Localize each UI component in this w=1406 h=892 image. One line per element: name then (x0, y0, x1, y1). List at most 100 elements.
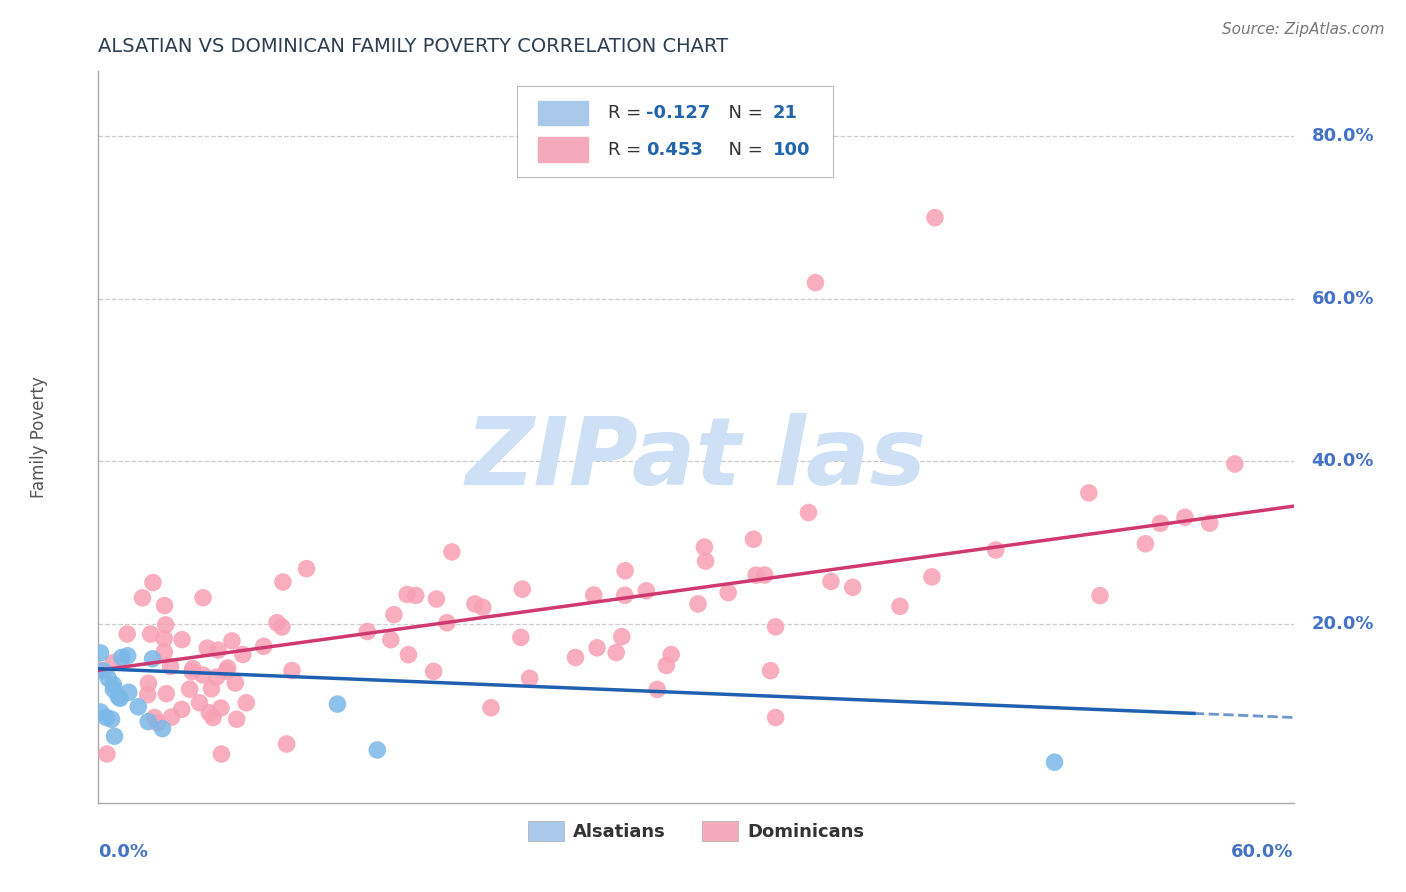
Point (509, 631, 531, 645)
Point (103, 678, 125, 692)
Point (1135, 537, 1157, 551)
Point (686, 597, 709, 611)
FancyBboxPatch shape (538, 137, 589, 162)
Point (765, 710, 787, 724)
Point (605, 646, 627, 660)
Point (146, 715, 169, 730)
Point (235, 696, 257, 710)
Point (170, 632, 193, 647)
Point (614, 564, 637, 578)
Point (1149, 516, 1171, 531)
Point (479, 700, 502, 714)
Point (159, 659, 181, 673)
Point (97, 672, 120, 686)
Point (209, 747, 232, 761)
Point (111, 650, 134, 665)
Point (396, 587, 419, 601)
Point (1223, 457, 1246, 471)
Text: 80.0%: 80.0% (1312, 128, 1374, 145)
Point (138, 676, 160, 690)
Point (564, 650, 586, 665)
Point (1043, 755, 1066, 769)
Legend: Alsatians, Dominicans: Alsatians, Dominicans (520, 814, 872, 848)
Point (131, 591, 153, 605)
Point (765, 620, 787, 634)
Point (96, 710, 118, 724)
Point (181, 665, 204, 679)
Point (205, 670, 228, 684)
Point (1077, 486, 1099, 500)
Point (224, 676, 246, 690)
Point (153, 632, 176, 646)
Point (610, 630, 633, 644)
Point (613, 588, 636, 602)
Point (181, 662, 204, 676)
Point (271, 620, 294, 634)
Point (405, 589, 427, 603)
Point (382, 607, 405, 622)
Point (153, 645, 176, 659)
Point (440, 545, 463, 559)
Point (232, 648, 254, 662)
Point (984, 543, 1007, 558)
Text: 0.0%: 0.0% (98, 843, 149, 861)
Point (276, 737, 298, 751)
Point (96, 747, 118, 761)
Point (142, 575, 165, 590)
FancyBboxPatch shape (517, 86, 834, 178)
Point (464, 597, 486, 611)
Point (889, 599, 911, 614)
Point (103, 729, 125, 743)
Point (295, 561, 318, 575)
Point (655, 658, 678, 673)
Text: N =: N = (717, 141, 769, 159)
Point (127, 699, 149, 714)
Point (108, 691, 131, 706)
Point (582, 588, 605, 602)
Text: Family Poverty: Family Poverty (30, 376, 48, 498)
Point (924, 211, 946, 225)
Text: 0.453: 0.453 (645, 141, 703, 159)
Point (586, 640, 609, 655)
Point (1088, 589, 1111, 603)
Point (170, 702, 193, 716)
Point (118, 685, 141, 699)
Point (820, 574, 842, 589)
Point (155, 618, 177, 632)
Point (191, 591, 214, 605)
Point (155, 687, 177, 701)
Point (841, 580, 863, 594)
Text: N =: N = (717, 104, 769, 122)
Point (436, 615, 458, 630)
Point (1174, 510, 1197, 524)
Point (100, 712, 122, 726)
Point (160, 710, 183, 724)
Point (356, 624, 378, 639)
Text: 60.0%: 60.0% (1232, 843, 1294, 861)
Point (742, 533, 765, 547)
Point (136, 688, 159, 702)
Point (117, 648, 139, 663)
Point (200, 681, 222, 696)
Point (207, 643, 229, 657)
Text: ALSATIAN VS DOMINICAN FAMILY POVERTY CORRELATION CHART: ALSATIAN VS DOMINICAN FAMILY POVERTY COR… (98, 37, 728, 56)
Point (179, 682, 201, 697)
Point (396, 648, 419, 662)
Point (153, 599, 176, 613)
Point (141, 652, 163, 666)
Point (425, 592, 447, 607)
Point (107, 690, 129, 704)
Point (217, 661, 239, 675)
Point (87, 663, 110, 677)
Text: R =: R = (607, 104, 647, 122)
Text: Source: ZipAtlas.com: Source: ZipAtlas.com (1222, 22, 1385, 37)
Point (804, 276, 827, 290)
Point (659, 648, 682, 662)
Text: 21: 21 (772, 104, 797, 122)
Text: 20.0%: 20.0% (1312, 615, 1374, 633)
Point (380, 632, 402, 647)
Text: -0.127: -0.127 (645, 104, 710, 122)
Point (271, 574, 294, 589)
Point (471, 600, 494, 615)
Point (101, 656, 124, 670)
